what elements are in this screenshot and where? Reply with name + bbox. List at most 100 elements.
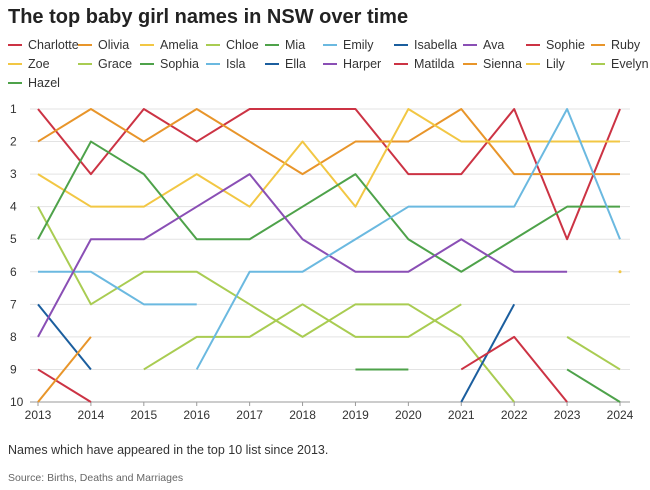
series-mia [37,140,620,273]
legend-label: Chloe [226,38,259,52]
y-tick-label: 8 [10,330,17,344]
legend-item-amelia: Amelia [140,36,198,54]
legend-label: Sophia [160,57,199,71]
legend-item-zoe: Zoe [8,55,50,73]
x-tick-label: 2015 [130,408,157,422]
legend-item-chloe: Chloe [206,36,259,54]
legend-item-emily: Emily [323,36,374,54]
x-tick-label: 2019 [342,408,369,422]
x-tick-label: 2024 [607,408,634,422]
x-tick-label: 2022 [501,408,528,422]
legend-swatch [265,44,279,46]
legend-label: Zoe [28,57,50,71]
legend-label: Sienna [483,57,522,71]
y-tick-label: 7 [10,297,17,311]
legend-item-hazel: Hazel [8,74,60,92]
chart-caption: Names which have appeared in the top 10 … [8,443,329,457]
series-charlotte [37,108,621,241]
x-tick-label: 2017 [236,408,263,422]
legend-swatch [8,82,22,84]
y-tick-label: 9 [10,362,17,376]
legend-swatch [140,63,154,65]
legend-label: Harper [343,57,382,71]
series-line-sophie [37,368,92,403]
legend-swatch [394,44,408,46]
legend-item-harper: Harper [323,55,381,73]
legend-item-matilda: Matilda [394,55,454,73]
legend-label: Ava [483,38,505,52]
legend-swatch [78,44,92,46]
legend-swatch [591,63,605,65]
legend-swatch [526,44,540,46]
legend-label: Hazel [28,76,60,90]
legend-item-evelyn: Evelyn [591,55,649,73]
legend-swatch [323,63,337,65]
legend-swatch [526,63,540,65]
series-line-charlotte [37,108,621,241]
x-tick-label: 2016 [183,408,210,422]
series-isla [195,108,621,370]
legend-swatch [463,44,477,46]
legend-swatch [140,44,154,46]
series-isabella [37,303,92,371]
legend-label: Mia [285,38,306,52]
series-point-zoe [618,270,622,274]
y-tick-label: 5 [10,232,17,246]
series-line-mia [37,140,620,273]
series-lines [37,108,622,403]
legend-label: Charlotte [28,38,79,52]
legend-label: Ruby [611,38,641,52]
series-line-isabella [37,303,92,371]
y-tick-label: 10 [10,395,24,409]
y-tick-label: 1 [10,102,17,116]
legend-swatch [206,63,220,65]
series-line-ava [37,173,568,338]
series-sophie [37,368,92,403]
legend-label: Isabella [414,38,458,52]
series-line-sophia [566,368,621,403]
y-tick-label: 6 [10,265,17,279]
chart-title: The top baby girl names in NSW over time [8,6,409,28]
series-line-olivia [37,108,620,176]
legend-item-ella: Ella [265,55,306,73]
legend-label: Grace [98,57,133,71]
y-tick-label: 2 [10,135,17,149]
legend-swatch [323,44,337,46]
legend-label: Evelyn [611,57,649,71]
x-tick-label: 2018 [289,408,316,422]
legend-label: Sophie [546,38,585,52]
legend-swatch [591,44,605,46]
legend-item-sophia: Sophia [140,55,199,73]
legend-item-mia: Mia [265,36,305,54]
legend-item-sienna: Sienna [463,55,522,73]
legend-item-olivia: Olivia [78,36,129,54]
y-tick-label: 3 [10,167,17,181]
series-ava [37,173,568,338]
series-grace [143,303,621,371]
x-tick-label: 2013 [25,408,52,422]
legend-item-ava: Ava [463,36,504,54]
series-line-grace [566,336,621,371]
legend-label: Emily [343,38,374,52]
series-amelia [37,108,620,208]
series-matilda [460,335,568,403]
y-tick-label: 4 [10,200,17,214]
legend-label: Olivia [98,38,130,52]
series-sophia [355,368,621,403]
series-ruby [37,336,92,403]
legend-item-grace: Grace [78,55,132,73]
legend-item-isla: Isla [206,55,245,73]
x-tick-label: 2020 [395,408,422,422]
legend-item-ruby: Ruby [591,36,640,54]
series-line-isla [195,108,621,370]
legend-label: Amelia [160,38,199,52]
series-line-matilda [460,335,568,403]
legend-label: Matilda [414,57,455,71]
series-line-ruby [37,336,92,403]
legend-item-sophie: Sophie [526,36,585,54]
legend-label: Isla [226,57,246,71]
legend-swatch [8,44,22,46]
legend-item-isabella: Isabella [394,36,457,54]
